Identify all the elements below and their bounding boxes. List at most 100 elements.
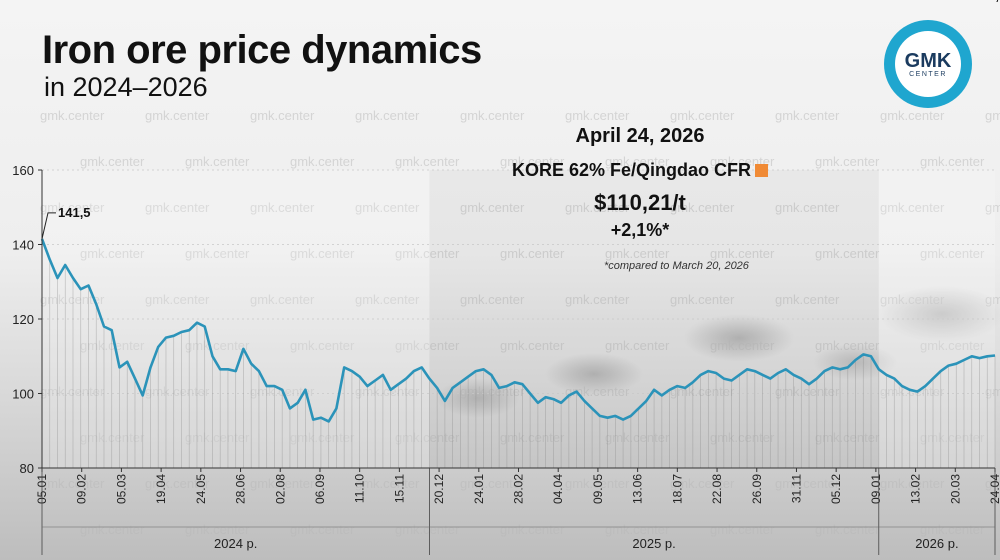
watermark-text: gmk.center (985, 384, 1000, 399)
watermark-text: gmk.center (710, 522, 775, 537)
x-tick-label: 02.08 (273, 474, 287, 504)
watermark-text: gmk.center (185, 338, 250, 353)
watermark-text: gmk.center (670, 108, 735, 123)
watermark-text: gmk.center (710, 430, 775, 445)
watermark-text: gmk.center (815, 154, 880, 169)
watermark-text: gmk.center (460, 108, 525, 123)
watermark-text: gmk.center (920, 338, 985, 353)
y-tick-label: 80 (20, 461, 34, 476)
series-name: KORE 62% Fe/Qingdao CFR (511, 160, 752, 180)
watermark-text: gmk.center (355, 384, 420, 399)
watermark-text: gmk.center (185, 154, 250, 169)
x-tick-label: 06.09 (313, 474, 327, 504)
x-tick-label: 28.02 (512, 474, 526, 504)
watermark-text: gmk.center (670, 476, 735, 491)
watermark-text: gmk.center (80, 154, 145, 169)
chart-subtitle: in 2024–2026 (44, 72, 208, 102)
annotation-leader (41, 212, 56, 240)
watermark-text: gmk.center (985, 476, 1000, 491)
watermark-text: gmk.center (80, 522, 145, 537)
watermark-text: gmk.center (250, 476, 315, 491)
watermark-text: gmk.center (710, 246, 775, 261)
watermark-text: gmk.center (80, 246, 145, 261)
watermark-text: gmk.center (710, 338, 775, 353)
watermark-text: gmk.center (605, 246, 670, 261)
watermark-text: gmk.center (565, 200, 630, 215)
watermark-text: gmk.center (355, 200, 420, 215)
x-tick-label: 13.02 (909, 474, 923, 504)
logo-inner: GMK CENTER (895, 31, 961, 97)
watermark-text: gmk.center (985, 292, 1000, 307)
watermark-text: gmk.center (670, 200, 735, 215)
watermark-text: gmk.center (605, 430, 670, 445)
x-tick-label: 15.11 (392, 474, 406, 503)
watermark-text: gmk.center (145, 292, 210, 307)
watermark-text: gmk.center (500, 154, 565, 169)
x-tick-label: 09.01 (869, 474, 883, 504)
watermark-text: gmk.center (775, 108, 840, 123)
gmk-center-logo: GMK CENTER (884, 20, 972, 108)
watermark-text: gmk.center (670, 292, 735, 307)
watermark-text: gmk.center (145, 200, 210, 215)
x-tick-label: 24.04 (988, 474, 1000, 504)
watermark-text: gmk.center (815, 522, 880, 537)
info-price: $110,21/t (594, 190, 686, 215)
x-tick-label: 31.11 (789, 474, 803, 503)
watermark-text: gmk.center (145, 108, 210, 123)
watermark-text: gmk.center (460, 200, 525, 215)
info-series-label: KORE 62% Fe/Qingdao CFR (490, 160, 790, 181)
info-box: April 24, 2026 KORE 62% Fe/Qingdao CFR $… (490, 125, 790, 241)
chart-title: Iron ore price dynamics (42, 28, 482, 72)
y-tick-label: 120 (12, 312, 34, 327)
info-footnote: *compared to March 20, 2026 (604, 260, 749, 272)
x-tick-label: 26.09 (750, 474, 764, 504)
x-tick-label: 05.03 (114, 474, 128, 504)
watermark-text: gmk.center (880, 108, 945, 123)
watermark-text: gmk.center (920, 522, 985, 537)
x-tick-label: 09.02 (75, 474, 89, 504)
watermark-text: gmk.center (355, 292, 420, 307)
watermark-text: gmk.center (80, 430, 145, 445)
watermark-text: gmk.center (290, 154, 355, 169)
drop-lines (41, 238, 996, 468)
watermark-text: gmk.center (920, 246, 985, 261)
watermark-text: gmk.center (565, 108, 630, 123)
watermark-text: gmk.center (185, 522, 250, 537)
watermark-text: gmk.center (460, 292, 525, 307)
y-tick-label: 100 (12, 387, 34, 402)
year-label: 2026 р. (915, 536, 958, 551)
watermark-text: gmk.center (40, 200, 105, 215)
watermark-text: gmk.center (880, 200, 945, 215)
watermark-text: gmk.center (605, 154, 670, 169)
watermark-text: gmk.center (145, 384, 210, 399)
year-band (42, 170, 430, 468)
watermark-text: gmk.center (290, 338, 355, 353)
watermark-text: gmk.center (290, 430, 355, 445)
watermark-text: gmk.center (880, 476, 945, 491)
annotation-end-value: 110,2 (974, 0, 1000, 3)
watermark-text: gmk.center (395, 154, 460, 169)
watermark-text: gmk.center (80, 338, 145, 353)
x-tick-label: 11.10 (353, 474, 367, 503)
annotation-start-value: 141,5 (58, 205, 91, 220)
x-tick-label: 18.07 (670, 474, 684, 504)
info-change: +2,1%* (610, 220, 670, 240)
year-label: 2024 р. (214, 536, 257, 551)
x-tick-label: 28.06 (234, 474, 248, 504)
x-tick-label: 24.05 (194, 474, 208, 504)
watermark-text: gmk.center (605, 338, 670, 353)
x-tick-label: 24.01 (472, 474, 486, 504)
x-tick-label: 19.04 (154, 474, 168, 504)
watermark-text: gmk.center (250, 108, 315, 123)
watermark-text: gmk.center (355, 108, 420, 123)
series-marker-icon (755, 164, 769, 177)
x-tick-label: 22.08 (710, 474, 724, 504)
x-tick-label: 05.12 (829, 474, 843, 504)
watermark-text: gmk.center (565, 476, 630, 491)
watermark-text: gmk.center (185, 430, 250, 445)
watermark-text: gmk.center (355, 476, 420, 491)
watermark-text: gmk.center (395, 338, 460, 353)
watermark-text: gmk.center (775, 476, 840, 491)
watermark-text: gmk.center (775, 292, 840, 307)
